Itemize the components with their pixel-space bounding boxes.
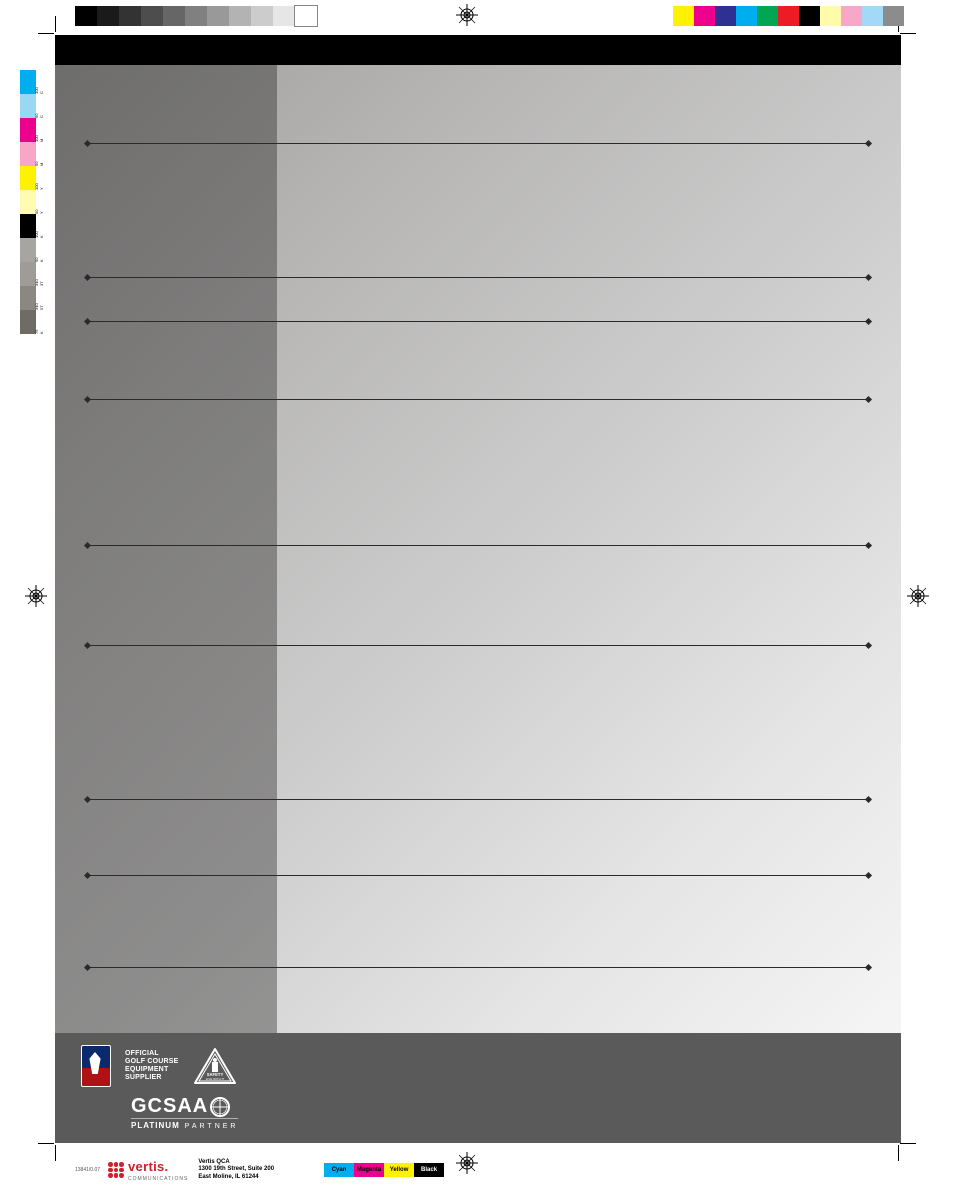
page-footer: OFFICIAL GOLF COURSE EQUIPMENT SUPPLIER … xyxy=(55,1033,901,1143)
gray-swatch xyxy=(163,6,185,26)
crop-tick xyxy=(55,16,56,32)
rule-line xyxy=(87,799,869,800)
pga-line: SUPPLIER xyxy=(125,1074,179,1082)
color-swatch xyxy=(694,6,715,26)
pga-tour-badge-icon xyxy=(81,1045,111,1087)
vertis-wordmark: vertis xyxy=(128,1159,165,1174)
svg-text:LIVE WITH IT: LIVE WITH IT xyxy=(205,1077,224,1081)
ink-tag: Black xyxy=(414,1163,444,1177)
gray-swatch xyxy=(295,6,317,26)
job-timestamp: 13841/0.07 xyxy=(75,1167,100,1173)
ink-swatch-label: 340 5T xyxy=(34,303,44,310)
ink-tag-row: CyanMagentaYellowBlack xyxy=(324,1163,444,1177)
ink-tag: Magenta xyxy=(354,1163,384,1177)
gray-swatch xyxy=(141,6,163,26)
page-body xyxy=(55,65,901,1033)
color-swatch xyxy=(820,6,841,26)
color-swatch xyxy=(715,6,736,26)
rule-line xyxy=(87,645,869,646)
rule-line xyxy=(87,967,869,968)
ink-swatch-label: 100 C xyxy=(34,87,44,94)
vertis-dots-icon xyxy=(108,1162,124,1178)
ink-swatch-label: 75 K xyxy=(34,330,44,334)
crop-tick xyxy=(38,33,54,34)
color-swatch xyxy=(799,6,820,26)
rule-line xyxy=(87,277,869,278)
color-swatch xyxy=(757,6,778,26)
grayscale-ramp xyxy=(75,6,317,26)
registration-mark-icon xyxy=(907,585,929,607)
color-swatch xyxy=(778,6,799,26)
color-swatch xyxy=(862,6,883,26)
gray-swatch xyxy=(185,6,207,26)
color-swatch xyxy=(673,6,694,26)
printer-address: Vertis QCA 1300 19th Street, Suite 200 E… xyxy=(198,1159,274,1181)
addr-line: 1300 19th Street, Suite 200 xyxy=(198,1166,274,1173)
ink-swatch-label: 100 M xyxy=(34,135,44,142)
ink-density-strip: 100 C50 C100 M50 M100 Y50 Y100 K50 K340 … xyxy=(20,70,36,334)
printed-page: OFFICIAL GOLF COURSE EQUIPMENT SUPPLIER … xyxy=(55,35,901,1143)
pga-line: EQUIPMENT xyxy=(125,1066,179,1074)
pga-tour-caption: OFFICIAL GOLF COURSE EQUIPMENT SUPPLIER xyxy=(125,1050,179,1082)
vertis-logo: vertis. COMMUNICATIONS xyxy=(108,1158,188,1182)
pga-line: GOLF COURSE xyxy=(125,1058,179,1066)
rule-line xyxy=(87,399,869,400)
addr-line: East Moline, IL 61244 xyxy=(198,1174,274,1181)
header-black-band xyxy=(55,35,901,65)
gray-swatch xyxy=(119,6,141,26)
ink-swatch-label: 340 3T xyxy=(34,279,44,286)
rule-line xyxy=(87,875,869,876)
ink-tag: Yellow xyxy=(384,1163,414,1177)
gcsaa-sub-rest: PARTNER xyxy=(180,1123,239,1130)
color-swatch xyxy=(736,6,757,26)
crop-tick xyxy=(900,1143,916,1144)
crop-tick xyxy=(55,1145,56,1161)
rule-line xyxy=(87,545,869,546)
color-swatch xyxy=(841,6,862,26)
addr-line: Vertis QCA xyxy=(198,1159,274,1166)
color-calibration-bar xyxy=(673,6,904,26)
gray-swatch xyxy=(97,6,119,26)
vertis-subline: COMMUNICATIONS xyxy=(128,1176,188,1182)
safety-triangle-icon: SAFETY LIVE WITH IT xyxy=(193,1047,237,1085)
rule-line xyxy=(87,321,869,322)
gcsaa-logo: GCSAA PLATINUM PARTNER xyxy=(131,1095,875,1130)
rule-line xyxy=(87,143,869,144)
gcsaa-text: GCSAA xyxy=(131,1095,208,1118)
globe-icon xyxy=(210,1097,230,1117)
registration-mark-icon xyxy=(25,585,47,607)
gray-swatch xyxy=(207,6,229,26)
gcsaa-sub-bold: PLATINUM xyxy=(131,1121,180,1130)
gray-swatch xyxy=(75,6,97,26)
printer-slug: 13841/0.07 vertis. COMMUNICATIONS Vertis… xyxy=(75,1153,914,1187)
gray-swatch xyxy=(251,6,273,26)
registration-mark-icon xyxy=(456,4,478,26)
ink-swatch-label: 100 K xyxy=(34,231,44,238)
pga-line: OFFICIAL xyxy=(125,1050,179,1058)
gray-swatch xyxy=(229,6,251,26)
ink-tag: Cyan xyxy=(324,1163,354,1177)
color-swatch xyxy=(883,6,904,26)
crop-tick xyxy=(38,1143,54,1144)
crop-tick xyxy=(900,33,916,34)
gray-swatch xyxy=(273,6,295,26)
ink-swatch-label: 100 Y xyxy=(34,183,44,190)
left-index-column xyxy=(55,65,277,1033)
